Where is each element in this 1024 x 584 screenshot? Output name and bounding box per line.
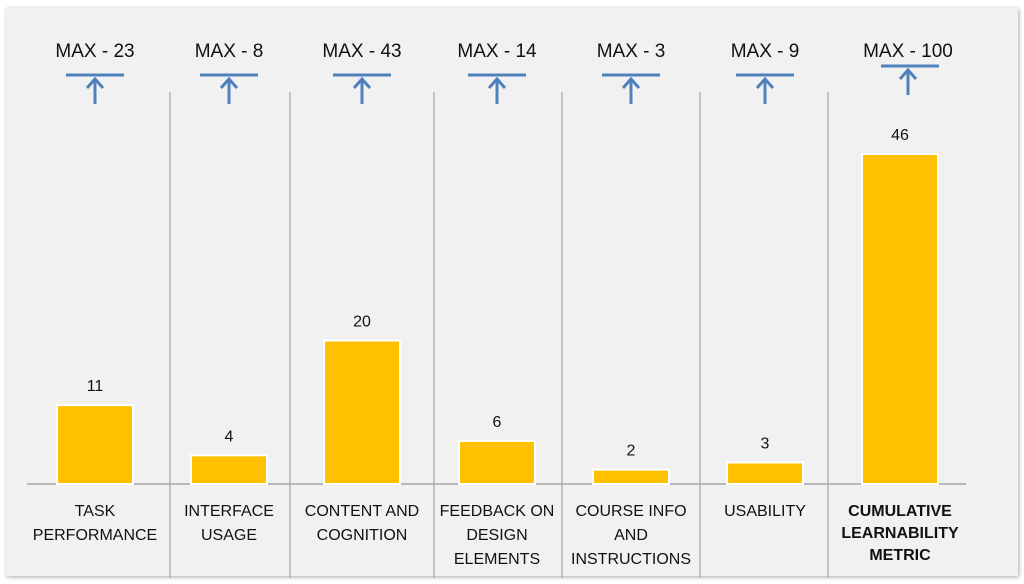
max-label: MAX - 43 [322, 41, 401, 62]
bar [323, 339, 401, 485]
bar [458, 439, 536, 485]
max-label: MAX - 8 [195, 41, 264, 62]
category-label: CUMULATIVE [848, 503, 952, 520]
up-arrow-head-icon [219, 76, 239, 89]
category-label: INTERFACE [184, 503, 274, 520]
category-label: COURSE INFO [575, 503, 686, 520]
bar [56, 404, 134, 485]
data-label: 4 [225, 428, 234, 445]
category-label: CONTENT AND [305, 503, 419, 520]
category-label: ELEMENTS [454, 551, 540, 568]
data-label: 2 [627, 443, 636, 460]
data-label: 3 [761, 435, 770, 452]
up-arrow-head-icon [621, 76, 641, 89]
category-label: PERFORMANCE [33, 527, 157, 544]
category-label: FEEDBACK ON [440, 503, 555, 520]
up-arrow-head-icon [352, 76, 372, 89]
bar [190, 454, 268, 486]
data-label: 11 [87, 378, 104, 395]
max-label: MAX - 14 [457, 41, 537, 62]
category-label: USAGE [201, 527, 257, 544]
category-label: INSTRUCTIONS [571, 551, 691, 568]
category-label: METRIC [869, 547, 931, 564]
max-label: MAX - 23 [55, 41, 134, 62]
category-label: COGNITION [317, 527, 408, 544]
category-label: DESIGN [466, 527, 527, 544]
max-label: MAX - 9 [731, 41, 800, 62]
up-arrow-head-icon [898, 67, 918, 80]
category-label: LEARNABILITY [841, 525, 959, 542]
data-label: 6 [493, 414, 502, 431]
max-label: MAX - 3 [597, 41, 666, 62]
category-label: AND [614, 527, 648, 544]
max-label: MAX - 100 [863, 41, 953, 62]
category-label: USABILITY [724, 503, 806, 520]
up-arrow-head-icon [755, 76, 775, 89]
bar [861, 153, 939, 485]
data-label: 20 [353, 314, 371, 331]
up-arrow-head-icon [85, 76, 105, 89]
data-label: 46 [891, 127, 909, 144]
category-label: TASK [75, 503, 116, 520]
bar [726, 461, 804, 486]
bar [592, 468, 670, 485]
up-arrow-head-icon [487, 76, 507, 89]
